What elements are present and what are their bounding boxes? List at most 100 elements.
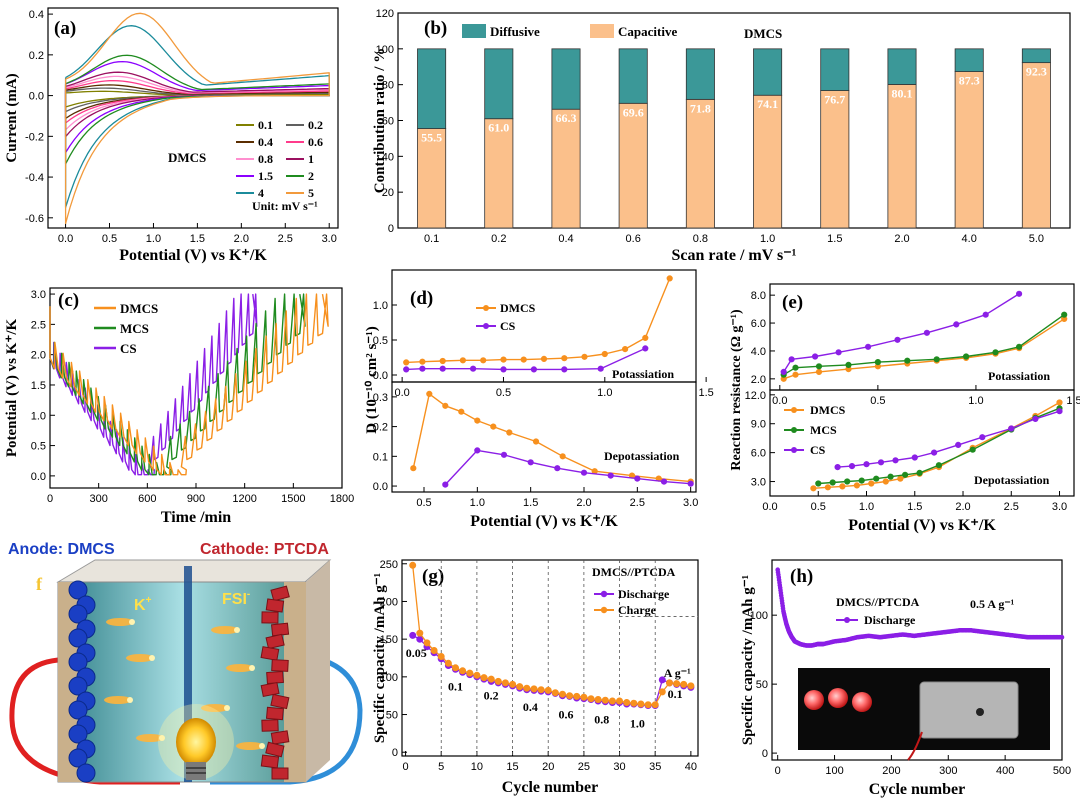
legend-label-2: 2 xyxy=(308,169,314,183)
Charge-point xyxy=(673,680,681,688)
bar-diffusive-2.0 xyxy=(887,48,917,85)
CS-point xyxy=(470,365,477,372)
CS-point xyxy=(835,349,842,356)
CS-point xyxy=(911,454,918,461)
CS-point xyxy=(607,472,614,479)
anode-sphere-icon xyxy=(76,763,96,783)
chart-c: 0 300 600 900 1200 1500 1800 0.0 0.5 1.0 1.5 2.0 2.5… xyxy=(4,287,354,526)
Charge-point xyxy=(658,688,666,696)
Charge-point xyxy=(558,690,566,698)
Charge-point xyxy=(416,629,424,637)
legend-label-5: 5 xyxy=(308,186,314,200)
y-tick-label: 3.0 xyxy=(751,477,766,489)
MCS-point xyxy=(1015,343,1023,350)
rate-label: 0.8 xyxy=(594,713,609,727)
panel-label-g: (g) xyxy=(422,566,444,587)
light-bulb-icon xyxy=(158,704,234,780)
inset-wire xyxy=(907,731,923,761)
plot-frame-g xyxy=(401,559,699,757)
series-line-Charge xyxy=(412,565,692,706)
pouch-cell-icon xyxy=(919,681,1019,739)
chart-d: 0.0 0.5 1.0 1.5 0.0 0.5 1.0 0.5 1.0 1.5 2.0 2.5 3.0 0… xyxy=(364,269,714,530)
DMCS-point xyxy=(500,356,507,363)
legend-marker-Discharge xyxy=(844,617,850,623)
legend-label-4: 4 xyxy=(258,186,264,200)
y-tick-label: 1.0 xyxy=(31,410,46,422)
chart-a: 0.0 0.5 1.0 1.5 2.0 2.5 3.0 -0.6 -0.4 -0.2 0.0 0.2 0… xyxy=(4,7,339,264)
led-icon xyxy=(804,690,824,710)
ion-core-icon xyxy=(129,619,135,625)
y-tick-label: 0.5 xyxy=(31,441,46,453)
DMCS-point xyxy=(897,475,904,482)
Charge-point xyxy=(608,697,616,705)
x-tick-label: 1.5 xyxy=(523,497,538,509)
y-tick-label: 4.0 xyxy=(751,346,766,358)
DMCS-point xyxy=(792,371,799,378)
ion-core-icon xyxy=(259,743,265,749)
y-tick-label: 0 xyxy=(388,223,394,235)
y-tick-label: 40 xyxy=(382,151,394,163)
x-tick-label: 1.5 xyxy=(1066,395,1080,407)
Charge-point xyxy=(587,695,595,703)
CS-point xyxy=(848,463,856,470)
x-tick-label: 300 xyxy=(939,765,957,777)
bar-capacitive-0.2 xyxy=(484,118,514,229)
x-tick-label: 0.0 xyxy=(762,501,777,513)
MCS-point xyxy=(901,471,909,478)
x-tick-label: 0.5 xyxy=(102,233,117,245)
y-tick-label: 80 xyxy=(382,80,394,92)
x-tick-label: 1.0 xyxy=(146,233,161,245)
legend-label-MCS: MCS xyxy=(120,321,149,336)
DMCS-point xyxy=(666,275,673,282)
bar-diffusive-1.5 xyxy=(820,48,850,91)
MCS-point xyxy=(933,356,940,363)
Discharge-point xyxy=(1059,634,1065,640)
x-tick-label: 0.8 xyxy=(693,233,708,245)
legend-marker-DMCS xyxy=(483,305,489,311)
x-axis-label: Cycle number xyxy=(502,779,598,796)
CS-point xyxy=(597,365,604,372)
cathode-crystal-icon xyxy=(265,598,285,613)
rate-label: 0.05 xyxy=(406,646,427,660)
CS-point xyxy=(642,345,649,352)
CS-point xyxy=(877,459,885,466)
y-tick-label: 120 xyxy=(376,8,394,20)
Charge-point xyxy=(630,699,638,707)
CS-point xyxy=(930,449,938,456)
y-tick-label: 2.0 xyxy=(751,374,766,386)
chart-e: 0.0 0.5 1.0 1.5 2.0 4.0 6.0 8.0 0.0 0.5 1.0 1.5 2.0 2… xyxy=(729,283,1080,534)
plot-frame-e_bottom xyxy=(769,389,1075,497)
x-tick-label: 0.0 xyxy=(58,233,73,245)
MCS-point xyxy=(969,446,976,453)
x-tick-label: 10 xyxy=(471,761,483,773)
DMCS-point xyxy=(474,417,481,424)
CS-point xyxy=(811,353,819,360)
legend-marker-CS xyxy=(483,323,489,329)
cathode-crystal-icon xyxy=(266,670,284,685)
y-tick-label: 50 xyxy=(756,679,768,691)
legend-label-1: 1 xyxy=(308,152,314,166)
Charge-point xyxy=(687,682,695,690)
x-tick-label: 20 xyxy=(542,761,554,773)
rate-label: 0.1 xyxy=(448,679,463,693)
y-tick-label: 3.0 xyxy=(31,289,46,301)
cation-icon xyxy=(136,734,164,742)
cathode-crystal-icon xyxy=(270,622,290,637)
CS-point xyxy=(660,478,668,485)
x-tick-label: 1.5 xyxy=(190,233,205,245)
CS-point xyxy=(864,343,872,350)
cation-icon xyxy=(104,696,132,704)
bar-value-label: 74.1 xyxy=(757,97,778,111)
DMCS-point xyxy=(882,478,889,485)
rate-label: 0.1 xyxy=(668,687,683,701)
bar-diffusive-0.2 xyxy=(484,48,514,120)
legend-label-0.8: 0.8 xyxy=(258,152,273,166)
y-tick-label: -0.2 xyxy=(25,131,44,143)
x-tick-label: 40 xyxy=(685,761,697,773)
panel-label-b: (b) xyxy=(424,18,447,39)
chart-b: 0 20 40 60 80 100 120 Contribution ratio / % (b)… xyxy=(372,8,1071,264)
x-tick-label: 3.0 xyxy=(322,233,337,245)
DMCS-point xyxy=(403,359,410,366)
x-tick-label: 1.5 xyxy=(698,387,713,399)
x-tick-label: 15 xyxy=(506,761,518,773)
